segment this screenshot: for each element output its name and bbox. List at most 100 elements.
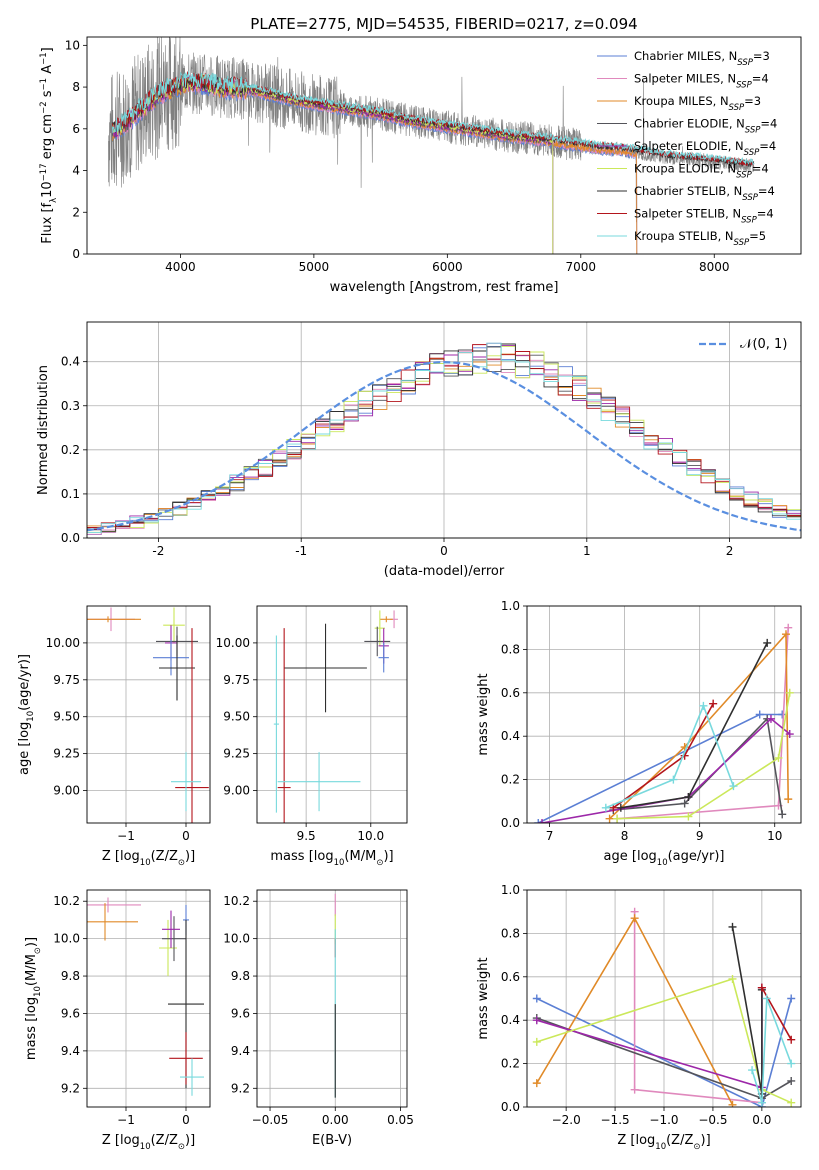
x-tick-label: −1 [117,1113,135,1127]
legend-entry: Salpeter MILES, NSSP=4 [634,72,769,91]
error-bars [87,897,204,1096]
weight-marker [728,974,737,983]
x-tick-label: 7 [546,829,554,843]
x-tick-label: 1 [583,544,591,558]
x-tick-label: 2 [726,544,734,558]
y-tick-label: 10.00 [216,636,250,650]
y-tick-label: 10.2 [223,894,250,908]
y-tick-label: 0.6 [501,970,520,984]
weight-line [731,926,763,1095]
y-tick-label: 9.4 [231,1044,250,1058]
weight-marker [787,1076,796,1085]
weight-marker [784,795,793,804]
y-axis-label: mass weight [476,957,491,1039]
weight-marker [684,812,693,821]
axes-frame [256,605,408,824]
weight-marker [787,1035,796,1044]
x-tick-label: 8000 [699,260,730,274]
x-tick-label: 0 [182,1113,190,1127]
y-tick-label: 2 [72,205,80,219]
axes-frame [526,889,802,1108]
weight-marker [684,792,693,801]
legend-entry: Chabrier STELIB, NSSP=4 [634,184,775,203]
y-tick-label: 0.2 [501,1057,520,1071]
weight-marker [778,710,787,719]
weight-marker [669,775,678,784]
axes-frame [86,321,802,539]
x-tick-label: −1.0 [649,1113,678,1127]
x-tick-label: 7000 [566,260,597,274]
weight-marker [532,1016,541,1025]
y-tick-label: 0.0 [61,531,80,545]
y-tick-label: 9.75 [53,673,80,687]
y-tick-label: 4 [72,164,80,178]
weight-vs-Z-panel: −2.0 −1.5 −1.0 −0.5 0.0 0.0 0.2 0.4 0.6 0.8 1.0 Z [… [476,883,802,1152]
weight-line [541,717,791,823]
weight-marker [755,710,764,719]
y-tick-label: 9.00 [53,784,80,798]
x-tick-label: −2.0 [552,1113,581,1127]
y-tick-label: 0.8 [501,926,520,940]
y-tick-label: 0.2 [61,443,80,457]
y-tick-label: 0.6 [501,686,520,700]
x-tick-label: −0.5 [698,1113,727,1127]
legend-entry: Chabrier MILES, NSSP=3 [634,49,770,68]
gaussian-curve [87,360,801,532]
model-line-kroupa-stelib [112,70,755,167]
weight-marker [630,1085,639,1094]
y-tick-label: 9.6 [61,1006,80,1020]
histogram-line [87,343,801,532]
y-tick-label: 9.6 [231,1006,250,1020]
legend-entry: Salpeter STELIB, NSSP=4 [634,207,774,226]
weight-marker [534,819,543,823]
weight-marker [605,814,614,823]
axes-frame [86,889,211,1108]
residuals-panel: -2 -1 0 1 2 0.0 0.1 0.2 0.3 0.4 (data-model)/error… [36,321,802,579]
y-tick-label: 0.2 [501,773,520,787]
weight-marker [601,803,610,812]
x-tick-label: 6000 [432,260,463,274]
weight-lines [532,907,796,1107]
weight-marker [781,630,790,639]
weight-marker [774,753,783,762]
weight-marker [729,782,738,791]
weight-lines [534,623,794,823]
spectrum-panel: 4000 5000 6000 7000 8000 0 2 4 6 8 10 wavelength [A… [39,36,802,295]
x-tick-label: 8 [621,829,629,843]
x-tick-label: 0.05 [387,1113,414,1127]
weight-marker [748,1066,757,1075]
y-tick-label: 0.1 [61,487,80,501]
weight-line [620,642,768,809]
weight-marker [709,699,718,708]
weight-vs-age-panel: 7 8 9 10 0.0 0.2 0.4 0.6 0.8 1.0 age [log10(age/yr… [476,599,802,868]
legend-entry: 𝒩(0, 1) [740,337,787,352]
y-tick-label: 9.25 [53,747,80,761]
x-tick-label: 4000 [165,260,196,274]
y-tick-label: 10.0 [223,932,250,946]
weight-marker [757,983,766,992]
x-axis-label: Z [log10(Z/Z⊙)] [102,849,195,868]
weight-marker [613,814,622,823]
y-tick-label: 1.0 [501,883,520,897]
weight-marker [680,799,689,808]
axes-frame [526,605,802,824]
y-axis-label: Flux [fλ10−17 erg cm−2 s−1 A−1] [39,47,59,243]
model-line-salpeter-stelib [112,71,755,167]
y-tick-label: 0.3 [61,399,80,413]
y-axis-label: mass weight [476,673,491,755]
y-tick-label: 9.2 [61,1081,80,1095]
weight-marker [787,1059,796,1068]
x-axis-label: E(B-V) [312,1133,352,1148]
weight-marker [784,623,793,632]
y-tick-label: 0.8 [501,642,520,656]
weight-marker [785,730,794,739]
x-tick-label: 0.00 [322,1113,349,1127]
y-tick-label: 9.8 [231,969,250,983]
y-axis-label: Normed distribution [36,365,51,495]
mass-vs-Z-panel: −1 0 9.2 9.4 9.6 9.8 10.0 10.2 Z [log10(Z/Z⊙)] ma… [24,889,211,1152]
weight-marker [728,922,737,931]
observed-spectrum-line [108,37,755,223]
weight-marker [532,1079,541,1088]
x-tick-label: -2 [152,544,164,558]
y-tick-label: 9.25 [223,747,250,761]
